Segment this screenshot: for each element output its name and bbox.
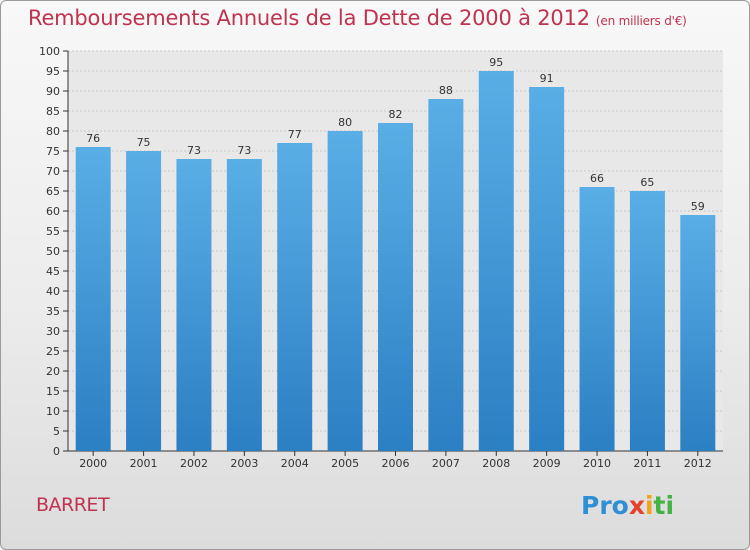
place-name: BARRET — [36, 494, 110, 516]
bar — [378, 123, 413, 451]
data-label: 88 — [439, 84, 453, 97]
bar — [327, 131, 363, 451]
data-label: 75 — [137, 136, 151, 149]
y-tick-label: 45 — [46, 265, 60, 278]
chart-title: Remboursements Annuels de la Dette de 20… — [28, 6, 687, 30]
logo-part-4: ti — [653, 491, 675, 520]
logo-part-2: x — [628, 491, 645, 520]
data-label: 73 — [237, 144, 251, 157]
y-tick-label: 75 — [46, 145, 60, 158]
chart-title-text: Remboursements Annuels de la Dette de 20… — [28, 6, 590, 30]
y-tick-label: 80 — [46, 125, 60, 138]
x-tick-label: 2006 — [382, 457, 410, 470]
y-tick-label: 65 — [46, 185, 60, 198]
data-label: 80 — [338, 116, 352, 129]
y-tick-label: 5 — [53, 425, 60, 438]
logo-part-3: i — [644, 491, 654, 520]
data-label: 91 — [540, 72, 554, 85]
y-tick-label: 90 — [46, 85, 60, 98]
x-tick-label: 2009 — [533, 457, 561, 470]
x-tick-label: 2005 — [331, 457, 359, 470]
x-tick-label: 2004 — [281, 457, 309, 470]
x-tick-label: 2008 — [482, 457, 510, 470]
bar — [126, 151, 162, 451]
x-tick-label: 2011 — [633, 457, 661, 470]
y-tick-label: 60 — [46, 205, 60, 218]
y-tick-label: 95 — [46, 65, 60, 78]
y-tick-label: 50 — [46, 245, 60, 258]
bar — [680, 215, 716, 451]
data-label: 59 — [691, 200, 705, 213]
y-tick-label: 70 — [46, 165, 60, 178]
bar — [176, 159, 212, 451]
y-tick-label: 20 — [46, 365, 60, 378]
data-label: 95 — [489, 56, 503, 69]
y-tick-label: 35 — [46, 305, 60, 318]
data-label: 77 — [288, 128, 302, 141]
bar — [478, 71, 514, 451]
bar — [529, 87, 565, 451]
y-tick-label: 25 — [46, 345, 60, 358]
logo-part-1: Pro — [581, 491, 629, 520]
y-tick-label: 100 — [39, 45, 60, 58]
proxiti-logo: Proxiti — [581, 491, 674, 520]
bar — [226, 159, 262, 451]
data-label: 76 — [86, 132, 100, 145]
x-tick-label: 2003 — [230, 457, 258, 470]
x-tick-label: 2010 — [583, 457, 611, 470]
bar — [579, 187, 615, 451]
bar — [428, 99, 464, 451]
bar — [277, 143, 313, 451]
y-tick-label: 30 — [46, 325, 60, 338]
y-tick-label: 10 — [46, 405, 60, 418]
y-tick-label: 15 — [46, 385, 60, 398]
bar — [629, 191, 665, 451]
x-tick-label: 2002 — [180, 457, 208, 470]
x-tick-label: 2001 — [130, 457, 158, 470]
y-tick-label: 0 — [53, 445, 60, 458]
data-label: 82 — [389, 108, 403, 121]
y-tick-label: 55 — [46, 225, 60, 238]
x-tick-label: 2012 — [684, 457, 712, 470]
y-tick-label: 85 — [46, 105, 60, 118]
data-label: 66 — [590, 172, 604, 185]
x-tick-label: 2007 — [432, 457, 460, 470]
x-tick-label: 2000 — [79, 457, 107, 470]
bar — [75, 147, 111, 451]
data-label: 65 — [640, 176, 654, 189]
data-label: 73 — [187, 144, 201, 157]
chart-unit: (en milliers d'€) — [595, 14, 687, 28]
y-tick-label: 40 — [46, 285, 60, 298]
